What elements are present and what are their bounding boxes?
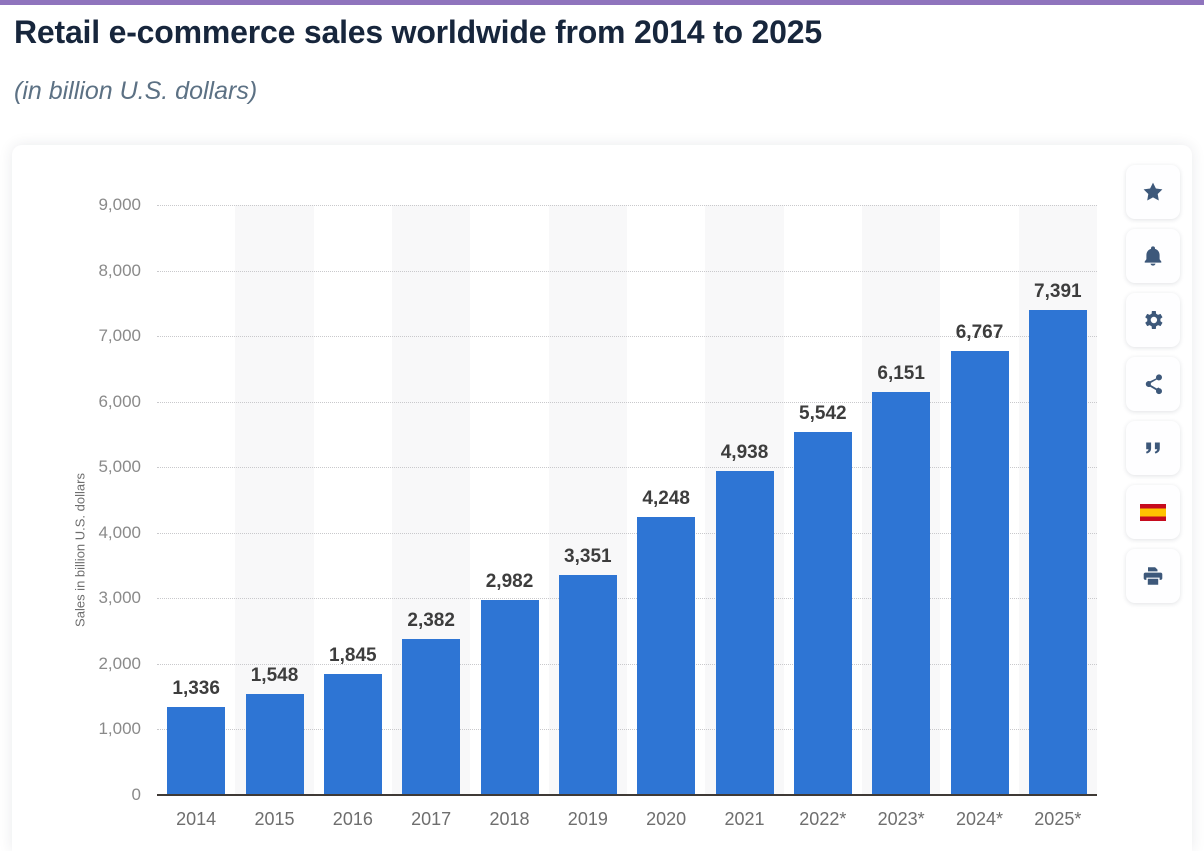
chart-toolbar [1126,165,1180,603]
y-axis-tick-label: 2,000 [98,653,141,673]
citation-button[interactable] [1126,421,1180,475]
bar-2024-est[interactable]: 6,767 2024* [950,322,1009,829]
x-axis-tick-label: 2025* [1034,809,1082,829]
y-axis-tick-label: 0 [131,785,141,804]
x-axis-tick-label: 2022* [799,809,847,829]
chart-gridline [157,205,1097,206]
bar-2022-est[interactable]: 5,542 2022* [793,403,852,829]
bar-value-label: 2,982 [485,570,534,592]
chart-gridline [157,270,1097,272]
x-axis-tick-label: 2017 [411,809,452,829]
bell-icon [1141,244,1165,268]
top-accent-bar [0,0,1204,5]
bar-value-label: 1,548 [250,664,299,686]
y-axis-tick-label: 4,000 [98,522,141,542]
chart-gridline [157,663,1097,665]
y-axis-tick-label: 3,000 [98,588,141,608]
star-icon [1141,180,1165,204]
bar-2020[interactable]: 4,248 2020 [637,488,696,829]
x-axis-line [157,794,1097,796]
bar-value-label: 4,938 [720,442,769,464]
alert-bell-button[interactable] [1126,229,1180,283]
chart-gridline [157,336,1097,338]
y-axis-tick-label: 5,000 [98,457,141,477]
x-axis-tick-label: 2015 [254,809,295,829]
bar-value-label: 3,351 [564,546,612,568]
x-axis-tick-label: 2020 [646,809,687,829]
bar-2014[interactable]: 1,336 2014 [167,678,226,829]
bar-value-label: 2,382 [407,609,455,631]
x-axis-tick-label: 2024* [955,809,1004,829]
bar-2021[interactable]: 4,938 2021 [715,442,774,829]
spanish-flag-icon [1140,503,1166,521]
chart-card: Sales in billion U.S. dollars 0 1,000 2,00… [12,145,1192,851]
bar-2015[interactable]: 1,548 2015 [245,665,304,829]
y-axis-title: Sales in billion U.S. dollars [72,473,88,627]
print-button[interactable] [1126,549,1180,603]
x-axis-tick-label: 2021 [724,809,765,829]
favorite-star-button[interactable] [1126,165,1180,219]
x-axis-tick-label: 2014 [176,809,217,829]
y-axis-tick-label: 6,000 [98,391,141,411]
chart-gridline [157,729,1097,731]
bar-value-label: 6,151 [877,362,925,384]
chart-gridline [157,401,1097,403]
y-axis-tick-label: 1,000 [98,719,141,739]
language-button[interactable] [1126,485,1180,539]
quote-icon [1141,436,1165,460]
chart-gridline [157,467,1097,469]
settings-gear-button[interactable] [1126,293,1180,347]
bar-2017[interactable]: 2,382 2017 [402,610,461,829]
bar-value-label: 7,391 [1034,281,1082,303]
y-axis-tick-label: 9,000 [98,195,141,214]
x-axis-tick-label: 2023* [877,809,925,829]
x-axis-tick-label: 2018 [489,809,530,829]
bar-value-label: 1,845 [329,645,377,667]
bar-2023-est[interactable]: 6,151 2023* [872,363,931,829]
bar-value-label: 1,336 [172,678,220,700]
chart-plot-area: 0 1,000 2,000 3,000 4,000 5,000 6,000 7,000 8,00… [98,195,1097,829]
chart-gridline [157,598,1097,600]
bar-2018[interactable]: 2,982 2018 [480,571,539,829]
page-title: Retail e-commerce sales worldwide from 2… [14,14,822,50]
bar-value-label: 6,767 [955,322,1004,344]
bar-2016[interactable]: 1,845 2016 [323,645,382,829]
print-icon [1141,564,1165,588]
share-icon [1141,372,1165,396]
x-axis-tick-label: 2016 [332,809,373,829]
y-axis-tick-label: 7,000 [98,326,141,346]
x-axis-tick-label: 2019 [567,809,608,829]
gear-icon [1141,308,1165,332]
share-button[interactable] [1126,357,1180,411]
page-subtitle: (in billion U.S. dollars) [14,77,258,105]
chart-gridline [157,532,1097,534]
bar-2025-est[interactable]: 7,391 2025* [1028,281,1087,829]
y-axis-tick-label: 8,000 [98,260,141,280]
bar-2019[interactable]: 3,351 2019 [558,546,617,829]
bar-value-label: 4,248 [642,487,690,509]
bar-value-label: 5,542 [799,402,847,424]
